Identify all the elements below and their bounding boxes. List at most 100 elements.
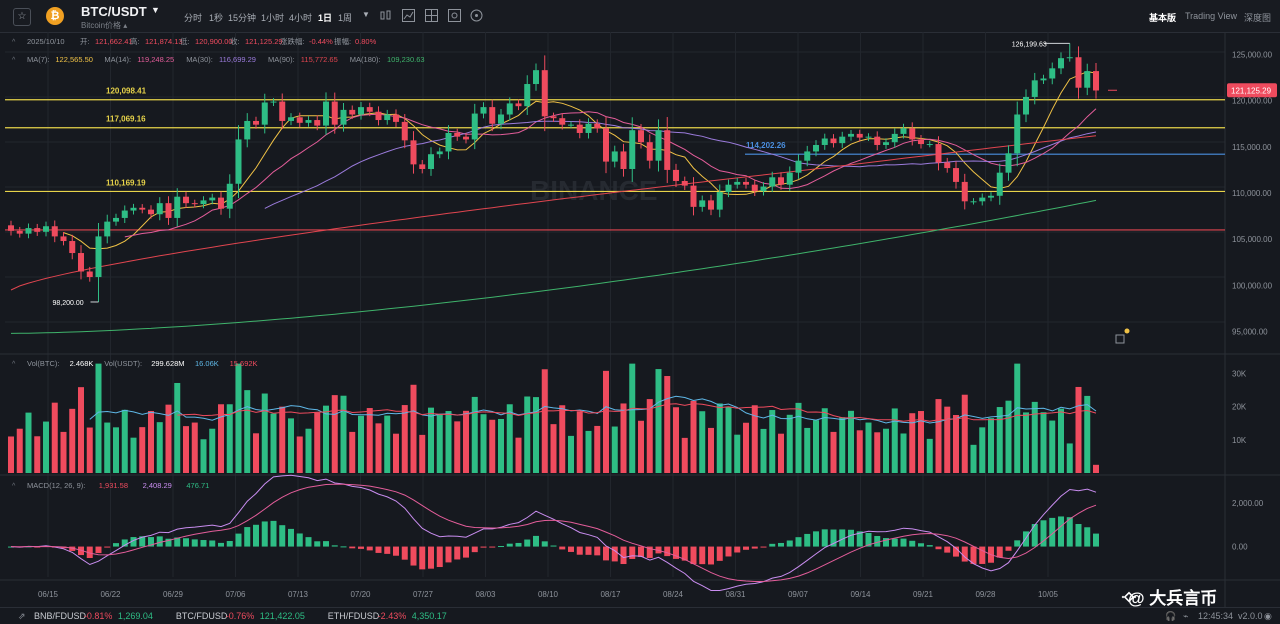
- candle: [620, 143, 627, 177]
- macd-bar: [594, 546, 601, 556]
- headset-icon[interactable]: 🎧: [1165, 611, 1177, 621]
- candle: [524, 75, 531, 115]
- macd-bar: [848, 529, 854, 547]
- candle: [576, 119, 583, 139]
- ma-legend-label: MA(14):: [104, 55, 131, 64]
- macd-bar: [323, 541, 329, 547]
- macd-bar: [384, 546, 391, 554]
- timeframe-more-chevron-down-icon[interactable]: ▼: [362, 10, 370, 19]
- timeframe-tab-2[interactable]: 15分钟: [228, 13, 257, 23]
- timeframe-tab-4[interactable]: 4小时: [289, 13, 313, 23]
- grid-icon[interactable]: [425, 9, 438, 22]
- date-axis-label: 09/07: [788, 590, 809, 599]
- volume-bar: [95, 363, 102, 473]
- macd-legend-value: 2,408.29: [143, 481, 172, 490]
- date-axis-label: 08/31: [725, 590, 746, 599]
- ma-legend-value: 122,565.50: [55, 55, 93, 64]
- candle: [918, 135, 924, 149]
- macd-bar: [463, 546, 469, 558]
- volume-bar: [979, 427, 986, 473]
- macd-bar: [419, 546, 426, 570]
- macd-bar: [428, 546, 434, 569]
- macd-bar: [191, 539, 198, 547]
- symbol-title[interactable]: BTC/USDT: [81, 4, 147, 19]
- ticker-pair-0[interactable]: BNB/FDUSD: [34, 611, 87, 621]
- candle: [611, 145, 618, 168]
- candle: [743, 177, 749, 189]
- timeframe-tab-0[interactable]: 分时: [184, 13, 203, 23]
- candle: [78, 245, 84, 280]
- view-mode-tab-0[interactable]: 基本版: [1149, 13, 1177, 23]
- macd-bar: [673, 546, 679, 559]
- candle: [1040, 74, 1047, 85]
- macd-bar: [218, 542, 224, 547]
- candle: [664, 117, 671, 184]
- candle: [1014, 101, 1021, 167]
- ma-legend-value: 109,230.63: [387, 55, 425, 64]
- view-mode-tab-1[interactable]: Trading View: [1185, 11, 1238, 21]
- vol-legend-label: Vol(BTC):: [27, 359, 60, 368]
- volume-bar: [926, 438, 933, 473]
- candle: [34, 223, 41, 236]
- candle: [953, 161, 959, 189]
- candle: [1066, 43, 1073, 62]
- candle: [725, 179, 732, 198]
- macd-bar: [769, 543, 776, 547]
- candle: [559, 113, 566, 130]
- volume-bar: [559, 405, 566, 473]
- timeframe-tab-3[interactable]: 1小时: [261, 13, 285, 23]
- view-mode-tab-2[interactable]: 深度图: [1244, 13, 1272, 23]
- macd-bar: [314, 541, 321, 547]
- macd-bar: [375, 546, 382, 553]
- volume-bar: [856, 430, 863, 473]
- macd-bar: [524, 539, 531, 547]
- timeframe-tab-5[interactable]: 1日: [318, 13, 333, 23]
- volume-bar: [664, 376, 671, 473]
- ma-line-4: [10, 199, 1097, 334]
- macd-bar: [121, 539, 128, 547]
- ticker-pair-2[interactable]: ETH/FDUSD: [327, 611, 380, 621]
- vol-legend-value: 15.692K: [230, 359, 258, 368]
- date-axis-label: 07/27: [413, 590, 434, 599]
- volume-bar: [218, 404, 224, 473]
- fullscreen-icon[interactable]: [470, 9, 483, 22]
- date-axis: 06/15 06/22 06/29 07/06 07/13 07/20 07/27 08/03…: [38, 590, 1059, 599]
- ticker-pair-1[interactable]: BTC/FDUSD: [175, 611, 228, 621]
- volume-bar: [760, 428, 767, 473]
- volume-bar: [1005, 400, 1012, 473]
- chart-canvas[interactable]: BINANCE 120,098.41 117,069.16 110,169.19 11…: [0, 32, 1280, 607]
- symbol-subtitle[interactable]: Bitcoin价格 ▴: [81, 21, 128, 30]
- macd-bar: [813, 531, 819, 547]
- volume-bar: [576, 411, 583, 473]
- macd-bar: [95, 546, 102, 554]
- candle: [375, 106, 382, 126]
- candle: [498, 108, 504, 130]
- macd-histogram: [8, 474, 1099, 591]
- favorite-star-icon[interactable]: ☆: [13, 8, 31, 26]
- date-axis-label: 08/03: [475, 590, 496, 599]
- candle: [86, 266, 93, 282]
- ticker-change-0: -0.81%: [83, 611, 113, 621]
- macd-bar: [751, 546, 758, 549]
- price-axis-label: 120,000.00: [1232, 97, 1273, 106]
- macd-bar: [839, 529, 846, 547]
- ohlc-legend-item: 121,662.41: [95, 37, 133, 46]
- candle: [235, 125, 242, 199]
- symbol-dropdown-icon[interactable]: ▼: [151, 5, 160, 15]
- volume-bar: [498, 418, 504, 473]
- candle: [366, 102, 373, 117]
- settings-icon[interactable]: [448, 9, 461, 22]
- volume-bar: [296, 436, 303, 473]
- candle: [848, 129, 854, 141]
- volume-bar: [874, 432, 881, 473]
- macd-bar: [410, 546, 417, 566]
- timeframe-tab-6[interactable]: 1周: [338, 13, 353, 23]
- ma-line-1: [124, 108, 1097, 238]
- timeframe-tab-1[interactable]: 1秒: [209, 13, 224, 23]
- candle: [996, 163, 1003, 205]
- volume-bar: [909, 413, 916, 473]
- candle: [463, 132, 469, 144]
- macd-bar: [690, 546, 697, 565]
- indicator-icon[interactable]: [402, 9, 415, 22]
- candles-icon[interactable]: [379, 9, 392, 22]
